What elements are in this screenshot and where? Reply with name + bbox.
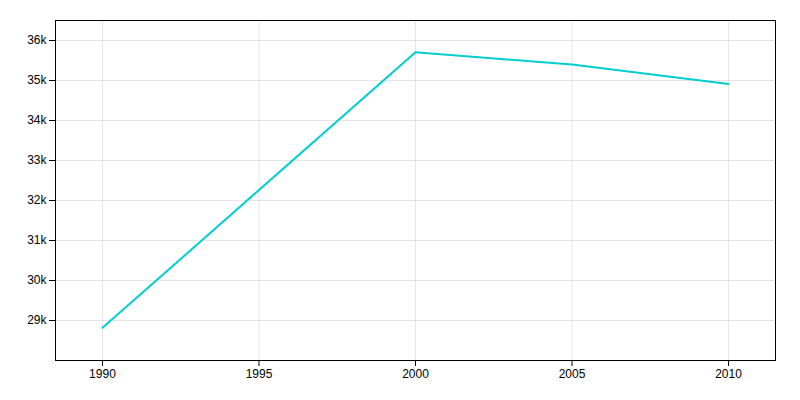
svg-text:29k: 29k [27, 313, 47, 327]
svg-text:1995: 1995 [246, 367, 273, 381]
svg-text:2005: 2005 [559, 367, 586, 381]
svg-text:2010: 2010 [715, 367, 742, 381]
svg-text:35k: 35k [27, 73, 47, 87]
svg-text:32k: 32k [27, 193, 47, 207]
svg-text:36k: 36k [27, 33, 47, 47]
svg-text:31k: 31k [27, 233, 47, 247]
svg-text:2000: 2000 [402, 367, 429, 381]
svg-text:30k: 30k [27, 273, 47, 287]
svg-text:1990: 1990 [89, 367, 116, 381]
svg-text:33k: 33k [27, 153, 47, 167]
svg-text:34k: 34k [27, 113, 47, 127]
